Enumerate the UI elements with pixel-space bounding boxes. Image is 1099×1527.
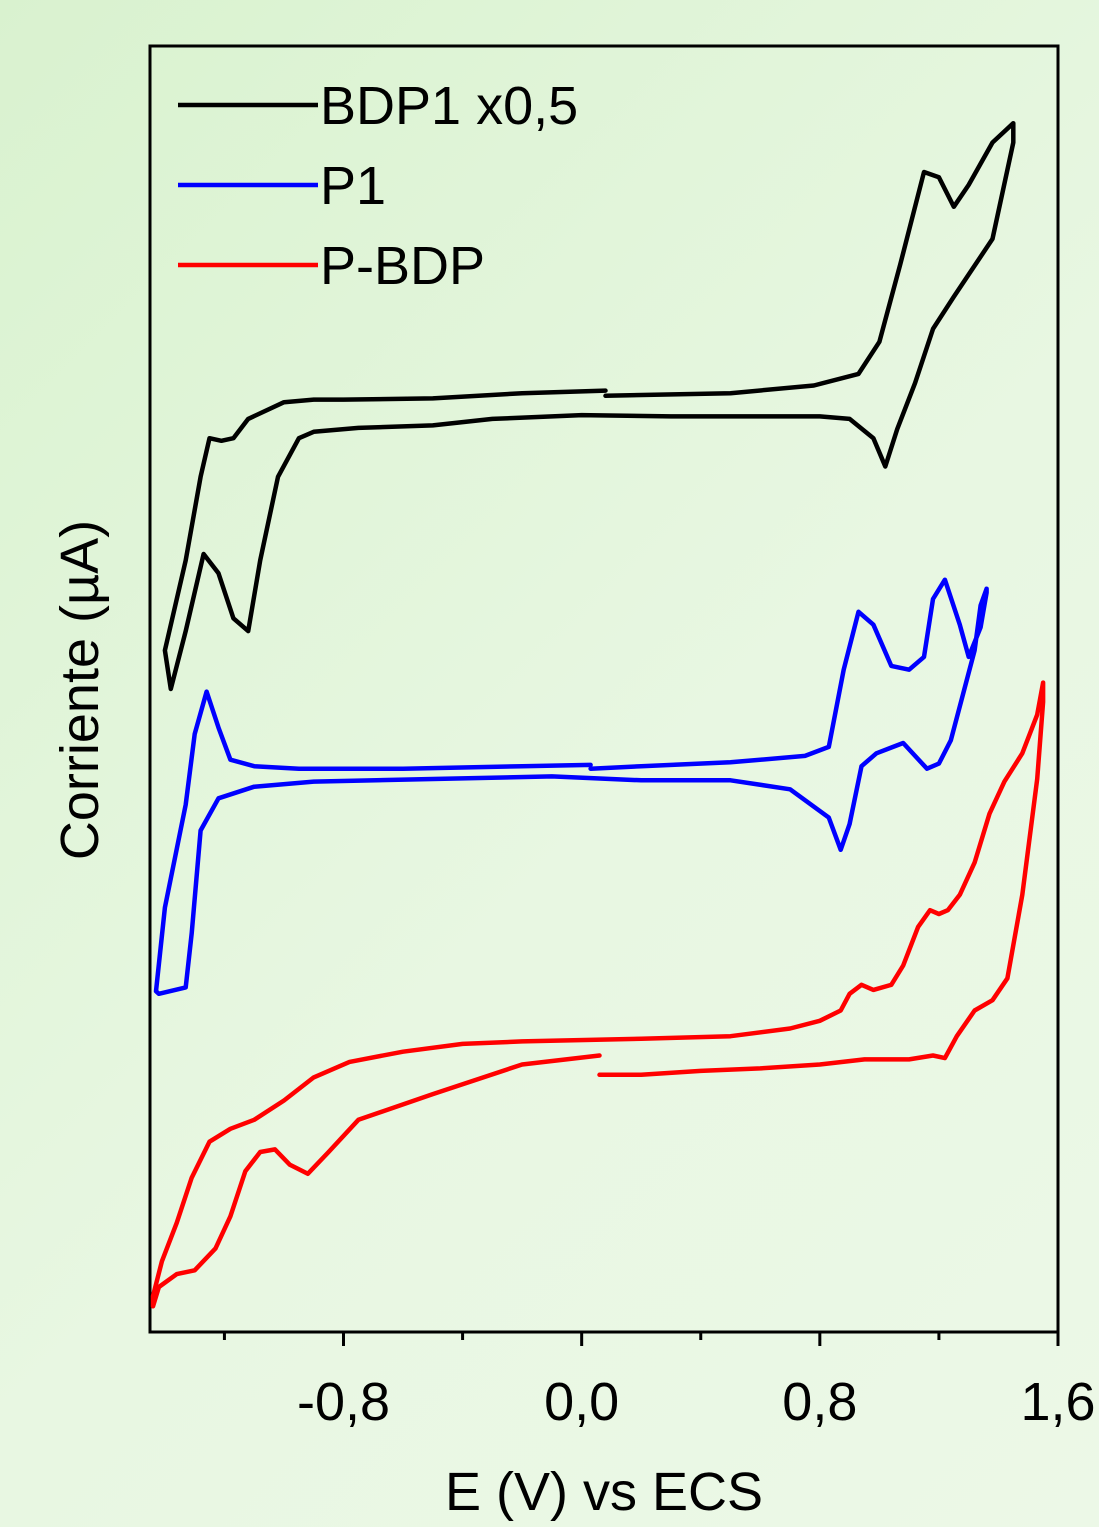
series-line-1 <box>162 120 1016 692</box>
x-axis-ticks: -0,8 0,0 0,8 1,6 <box>222 1332 1096 1432</box>
legend-label: BDP1 x0,5 <box>320 76 578 136</box>
plot-frame <box>148 44 1060 1334</box>
x-tick-label: -0,8 <box>297 1372 390 1432</box>
x-axis-title: E (V) vs ECS <box>445 1462 763 1522</box>
series-layer <box>150 120 1046 1309</box>
legend: BDP1 x0,5 P1 P-BDP <box>178 76 578 296</box>
series-line-2 <box>153 577 989 997</box>
y-axis-title: Corriente (µA) <box>50 520 110 860</box>
legend-label: P-BDP <box>320 236 485 296</box>
x-tick-label: 0,0 <box>544 1372 619 1432</box>
series-line-3 <box>150 680 1046 1309</box>
x-tick-label: 1,6 <box>1020 1372 1095 1432</box>
legend-label: P1 <box>320 156 386 216</box>
x-tick-label: 0,8 <box>782 1372 857 1432</box>
